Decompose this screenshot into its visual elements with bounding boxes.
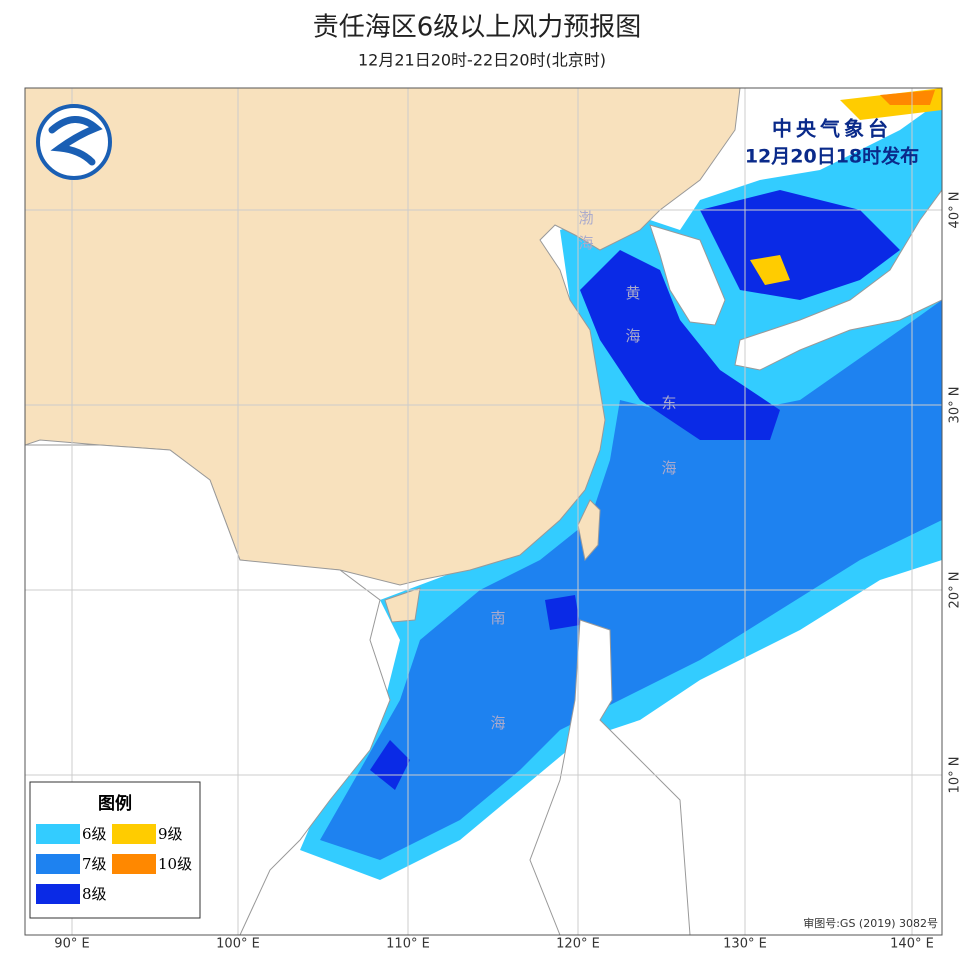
legend-swatch: [36, 854, 80, 874]
map-body: [25, 88, 942, 935]
wind-10: [880, 90, 935, 105]
lat-label: 10° N: [948, 757, 963, 794]
korea: [649, 224, 726, 326]
wind-8: [580, 250, 780, 440]
lon-label: 90° E: [54, 937, 89, 952]
legend-swatch: [36, 884, 80, 904]
lat-label: 20° N: [948, 572, 963, 609]
wind-7: [320, 300, 942, 860]
legend-label: 6级: [82, 825, 107, 843]
subtitle: 12月21日20时-22日20时(北京时): [358, 51, 606, 70]
lat-label: 40° N: [948, 192, 963, 229]
map-border: [24, 87, 943, 936]
lon-label: 120° E: [556, 937, 600, 952]
legend-label: 10级: [158, 855, 192, 873]
wind-8: [370, 740, 410, 790]
legend-title: 图例: [98, 793, 132, 814]
sea-label: 黄海: [624, 285, 642, 371]
graticule: [25, 88, 942, 935]
issuer-name: 中央气象台: [772, 117, 892, 141]
logo: [36, 104, 112, 180]
taiwan: [577, 499, 601, 562]
approval-number: 审图号:GS (2019) 3082号: [803, 916, 938, 930]
legend: 图例 6级 9级 7级 10级 8级: [29, 781, 201, 919]
wind-8: [545, 595, 580, 630]
philippines: [529, 619, 691, 935]
sea-label: 东海: [660, 395, 678, 525]
legend-label: 9级: [158, 825, 183, 843]
japan: [734, 189, 942, 371]
sea-label: 南海: [489, 610, 507, 820]
lat-label: 30° N: [948, 387, 963, 424]
sea-label: 渤海: [577, 210, 595, 260]
title: 责任海区6级以上风力预报图: [313, 13, 642, 43]
lon-label: 110° E: [386, 937, 430, 952]
legend-swatch: [112, 824, 156, 844]
lon-label: 140° E: [890, 937, 934, 952]
lon-label: 100° E: [216, 937, 260, 952]
legend-swatch: [36, 824, 80, 844]
legend-label: 8级: [82, 885, 107, 903]
lon-label: 130° E: [723, 937, 767, 952]
wind-8: [700, 190, 900, 300]
legend-swatch: [112, 854, 156, 874]
wind-9: [750, 255, 790, 285]
legend-label: 7级: [82, 855, 107, 873]
issue-time: 12月20日18时发布: [745, 145, 919, 168]
